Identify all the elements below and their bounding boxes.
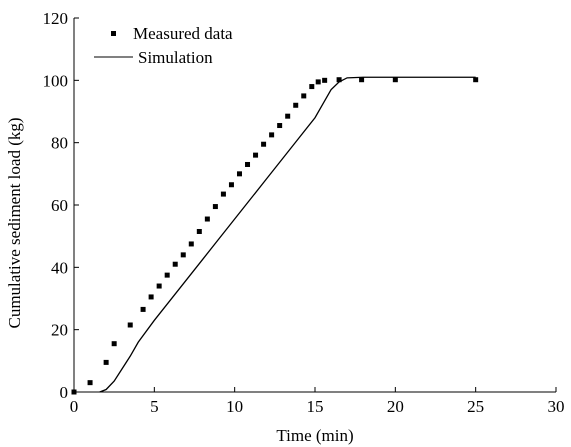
data-point-measured (111, 341, 117, 347)
y-axis-title: Cumulative sediment load (kg) (5, 117, 24, 328)
axes: 0 5 10 15 20 25 30 0 20 40 60 80 100 120 (43, 9, 565, 416)
data-point-measured (245, 161, 251, 167)
data-point-measured (285, 113, 291, 119)
x-tick-label: 20 (387, 397, 404, 416)
data-point-measured (204, 216, 210, 222)
data-point-measured (140, 306, 146, 312)
x-tick-label: 15 (307, 397, 324, 416)
y-tick-label: 60 (51, 196, 68, 215)
data-point-measured (309, 84, 315, 90)
y-tick-label: 100 (43, 71, 69, 90)
data-point-measured (269, 132, 275, 138)
data-point-measured (103, 359, 109, 365)
series-line-simulation (99, 76, 476, 393)
x-tick-label: 5 (150, 397, 159, 416)
legend-label-simulation: Simulation (138, 48, 213, 67)
data-point-measured (236, 171, 242, 177)
data-point-measured (71, 389, 77, 395)
y-tick-label: 20 (51, 321, 68, 340)
data-point-measured (156, 283, 162, 289)
data-point-measured (253, 152, 259, 158)
data-point-measured (293, 102, 299, 108)
y-tick-label: 120 (43, 9, 69, 28)
data-point-measured (301, 93, 307, 99)
data-point-measured (392, 77, 398, 83)
data-point-measured (87, 380, 93, 386)
data-point-measured (212, 204, 218, 210)
data-point-measured (336, 77, 342, 83)
data-point-measured (127, 322, 133, 328)
plot-area (71, 76, 479, 395)
data-point-measured (196, 228, 202, 234)
x-tick-label: 25 (467, 397, 484, 416)
legend-marker-measured (111, 31, 116, 36)
data-point-measured (473, 77, 479, 83)
x-tick-label: 10 (226, 397, 243, 416)
data-point-measured (228, 182, 234, 188)
y-tick-label: 0 (60, 383, 69, 402)
x-tick-label: 0 (70, 397, 79, 416)
data-point-measured (359, 77, 365, 83)
x-axis-title: Time (min) (276, 426, 353, 445)
data-point-measured (148, 294, 154, 300)
data-point-measured (315, 79, 321, 85)
data-point-measured (277, 123, 283, 129)
y-tick-label: 40 (51, 258, 68, 277)
data-point-measured (322, 77, 328, 83)
data-point-measured (180, 252, 186, 258)
data-point-measured (220, 191, 226, 197)
legend: Measured data Simulation (94, 24, 233, 67)
data-point-measured (188, 241, 194, 247)
data-point-measured (172, 261, 178, 267)
y-ticks: 0 20 40 60 80 100 120 (43, 9, 79, 402)
legend-label-measured: Measured data (133, 24, 233, 43)
y-tick-label: 80 (51, 134, 68, 153)
x-ticks: 0 5 10 15 20 25 30 (70, 387, 565, 416)
x-tick-label: 30 (548, 397, 565, 416)
data-point-measured (261, 141, 267, 147)
data-point-measured (164, 272, 170, 278)
